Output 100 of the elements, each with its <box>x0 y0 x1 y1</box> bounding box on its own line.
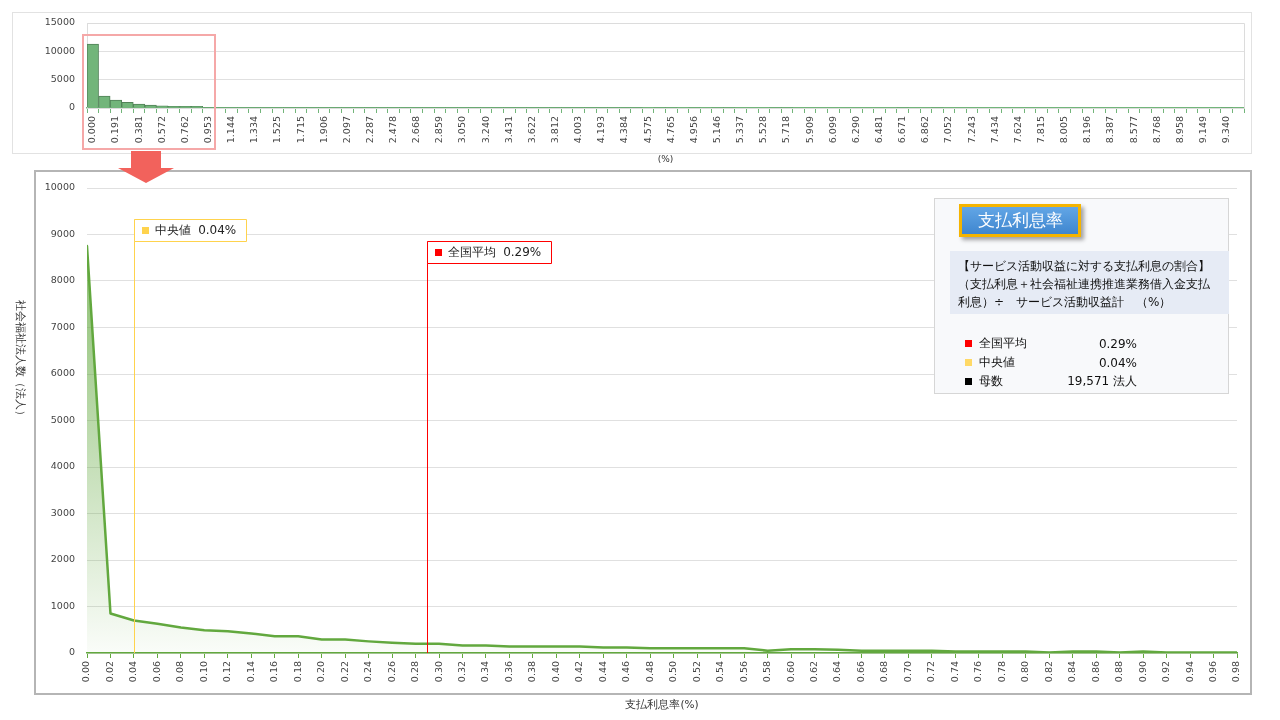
x-tick-label: 0.06 <box>150 661 162 683</box>
x-tick-label: 0.90 <box>1136 661 1148 683</box>
x-tick-label: 0.60 <box>784 661 796 683</box>
y-tick-label: 5000 <box>50 73 75 85</box>
x-tick-label: 3.622 <box>525 116 537 144</box>
x-tick-label: 6.290 <box>849 116 861 144</box>
x-tick-label: 7.624 <box>1011 116 1023 144</box>
x-tick-label: 0.18 <box>291 661 303 683</box>
y-tick-label: 0 <box>68 646 75 658</box>
x-tick-label: 0.94 <box>1183 661 1195 683</box>
x-tick-label: 5.528 <box>757 116 769 144</box>
x-tick-label: 0.56 <box>737 661 749 683</box>
x-tick-label: 0.54 <box>714 661 726 683</box>
x-tick-label: 0.24 <box>362 661 374 683</box>
x-tick-label: 7.243 <box>965 116 977 144</box>
x-tick-label: 0.38 <box>526 661 538 683</box>
x-tick-label: 8.958 <box>1173 116 1185 144</box>
x-tick-label: 1.715 <box>294 116 306 144</box>
x-tick-label: 0.14 <box>244 661 256 683</box>
x-tick-label: 0.28 <box>409 661 421 683</box>
ref-line-label: 中央値 0.04% <box>154 223 237 238</box>
x-axis-title: (%) <box>657 153 674 164</box>
x-tick-label: 0.30 <box>432 661 444 683</box>
x-tick-label: 0.58 <box>761 661 773 683</box>
x-tick-label: 6.099 <box>826 116 838 144</box>
x-tick-label: 8.387 <box>1104 116 1116 144</box>
x-tick-label: 0.68 <box>878 661 890 683</box>
x-tick-label: 0.08 <box>174 661 186 683</box>
x-tick-label: 0.50 <box>667 661 679 683</box>
x-tick-label: 0.953 <box>201 116 213 144</box>
x-tick-label: 0.40 <box>549 661 561 683</box>
x-tick-label: 3.812 <box>549 116 561 144</box>
y-tick-label: 15000 <box>44 16 75 28</box>
x-tick-label: 0.00 <box>80 661 92 683</box>
x-tick-label: 0.16 <box>268 661 280 683</box>
x-tick-label: 8.005 <box>1058 116 1070 144</box>
x-tick-label: 0.22 <box>338 661 350 683</box>
x-tick-label: 0.52 <box>690 661 702 683</box>
x-axis-title: 支払利息率(%) <box>625 698 699 711</box>
x-tick-label: 0.02 <box>103 661 115 683</box>
x-tick-label: 8.577 <box>1127 116 1139 144</box>
x-tick-label: 4.003 <box>572 116 584 144</box>
y-tick-label: 9000 <box>50 227 75 239</box>
annotation: 0.29% <box>1097 335 1138 352</box>
x-tick-label: 0.191 <box>109 116 121 144</box>
x-tick-label: 6.481 <box>873 116 885 144</box>
x-tick-label: 4.956 <box>687 116 699 144</box>
y-tick-label: 7000 <box>50 320 75 332</box>
x-tick-label: 5.337 <box>734 116 746 144</box>
x-tick-label: 0.381 <box>132 116 144 144</box>
annotation: 全国平均 <box>979 336 1027 350</box>
y-tick-label: 10000 <box>44 181 75 193</box>
x-tick-label: 0.74 <box>948 661 960 683</box>
x-tick-label: 2.859 <box>433 116 445 144</box>
x-tick-label: 5.146 <box>711 116 723 144</box>
x-tick-label: 0.98 <box>1230 661 1242 683</box>
x-tick-label: 0.42 <box>573 661 585 683</box>
x-tick-label: 3.240 <box>479 116 491 144</box>
text: 支払利息率 <box>959 204 1081 237</box>
x-tick-label: 0.78 <box>995 661 1007 683</box>
y-tick-label: 1000 <box>50 599 75 611</box>
annotation: 母数 <box>979 374 1003 388</box>
x-tick-label: 8.768 <box>1150 116 1162 144</box>
x-tick-label: 0.32 <box>455 661 467 683</box>
x-tick-label: 0.88 <box>1113 661 1125 683</box>
x-tick-label: 0.72 <box>925 661 937 683</box>
x-tick-label: 5.909 <box>803 116 815 144</box>
x-tick-label: 4.384 <box>618 116 630 144</box>
x-tick-label: 0.44 <box>596 661 608 683</box>
x-tick-label: 0.34 <box>479 661 491 683</box>
x-tick-label: 1.525 <box>271 116 283 144</box>
x-tick-label: 8.196 <box>1081 116 1093 144</box>
x-tick-label: 0.76 <box>972 661 984 683</box>
annotation: 中央値 <box>979 355 1015 369</box>
x-tick-label: 0.12 <box>221 661 233 683</box>
x-tick-label: 0.62 <box>808 661 820 683</box>
x-tick-label: 9.149 <box>1196 116 1208 144</box>
x-tick-label: 7.434 <box>988 116 1000 144</box>
y-tick-label: 4000 <box>50 460 75 472</box>
y-axis-title: 社会福祉法人数（法人） <box>15 299 28 421</box>
x-tick-label: 0.80 <box>1019 661 1031 683</box>
x-tick-label: 0.64 <box>831 661 843 683</box>
x-tick-label: 1.906 <box>317 116 329 144</box>
x-tick-label: 0.26 <box>385 661 397 683</box>
x-tick-label: 0.70 <box>901 661 913 683</box>
x-tick-label: 2.668 <box>410 116 422 144</box>
x-tick-label: 0.86 <box>1089 661 1101 683</box>
x-tick-label: 0.36 <box>502 661 514 683</box>
x-tick-label: 0.04 <box>127 661 139 683</box>
y-tick-label: 10000 <box>44 44 75 56</box>
y-tick-label: 6000 <box>50 367 75 379</box>
x-tick-label: 9.340 <box>1220 116 1232 144</box>
text: 【サービス活動収益に対する支払利息の割合】（支払利息＋社会福祉連携推進業務借入金支払利息）÷ サービス活動収益計 （%） <box>950 251 1229 314</box>
x-tick-label: 0.48 <box>643 661 655 683</box>
x-tick-label: 3.050 <box>456 116 468 144</box>
x-tick-label: 0.46 <box>620 661 632 683</box>
x-tick-label: 0.92 <box>1160 661 1172 683</box>
x-tick-label: 0.84 <box>1066 661 1078 683</box>
x-tick-label: 7.052 <box>942 116 954 144</box>
annotation: 0.04% <box>1097 354 1138 371</box>
